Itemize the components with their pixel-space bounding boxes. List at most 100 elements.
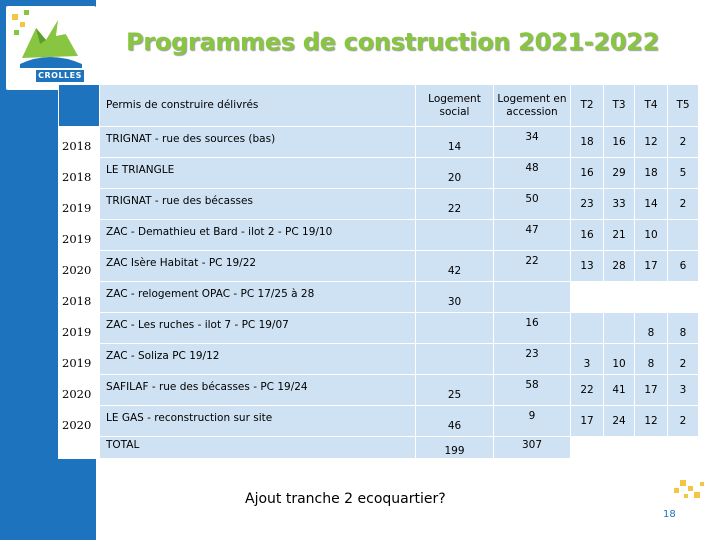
row-accession: 47 bbox=[493, 219, 571, 251]
row-t4: 8 bbox=[634, 343, 668, 375]
row-social: 46 bbox=[415, 405, 494, 437]
total-accession: 307 bbox=[493, 436, 571, 459]
row-year: 2018 bbox=[58, 126, 100, 158]
header-programme: Permis de construire délivrés bbox=[99, 84, 416, 127]
row-accession: 16 bbox=[493, 312, 571, 344]
row-social: 22 bbox=[415, 188, 494, 220]
row-t4: 12 bbox=[634, 126, 668, 158]
row-year: 2018 bbox=[58, 281, 100, 313]
row-t3: 24 bbox=[603, 405, 635, 437]
row-t2: 22 bbox=[570, 374, 604, 406]
row-programme: ZAC - Les ruches - ilot 7 - PC 19/07 bbox=[99, 312, 416, 344]
row-t3 bbox=[603, 281, 635, 313]
table-row: 2020 ZAC Isère Habitat - PC 19/22 42 22 … bbox=[58, 250, 699, 282]
total-social: 199 bbox=[415, 436, 494, 459]
row-t4: 18 bbox=[634, 157, 668, 189]
row-programme: ZAC Isère Habitat - PC 19/22 bbox=[99, 250, 416, 282]
row-accession bbox=[493, 281, 571, 313]
row-year: 2020 bbox=[58, 374, 100, 406]
row-t5: 5 bbox=[667, 157, 699, 189]
row-t5: 8 bbox=[667, 312, 699, 344]
table-row: 2018 TRIGNAT - rue des sources (bas) 14 … bbox=[58, 126, 699, 158]
row-year: 2019 bbox=[58, 312, 100, 344]
row-t4: 8 bbox=[634, 312, 668, 344]
row-t5 bbox=[667, 219, 699, 251]
total-row: TOTAL 199 307 bbox=[58, 436, 699, 459]
row-social bbox=[415, 312, 494, 344]
row-t2: 18 bbox=[570, 126, 604, 158]
table-row: 2019 ZAC - Demathieu et Bard - ilot 2 - … bbox=[58, 219, 699, 251]
header-t2: T2 bbox=[570, 84, 604, 127]
row-social: 14 bbox=[415, 126, 494, 158]
header-t5: T5 bbox=[667, 84, 699, 127]
row-social bbox=[415, 343, 494, 375]
row-social: 25 bbox=[415, 374, 494, 406]
table-header-row: Permis de construire délivrés Logement s… bbox=[58, 84, 699, 127]
construction-table: Permis de construire délivrés Logement s… bbox=[58, 84, 699, 459]
question-note: Ajout tranche 2 ecoquartier? bbox=[245, 491, 446, 507]
crolles-logo: CROLLES bbox=[6, 6, 96, 90]
row-t5: 6 bbox=[667, 250, 699, 282]
row-t5 bbox=[667, 281, 699, 313]
table-row: 2019 ZAC - Soliza PC 19/12 23 3 10 8 2 bbox=[58, 343, 699, 375]
table-row: 2018 LE TRIANGLE 20 48 16 29 18 5 bbox=[58, 157, 699, 189]
row-programme: ZAC - Soliza PC 19/12 bbox=[99, 343, 416, 375]
row-accession: 58 bbox=[493, 374, 571, 406]
row-t2: 13 bbox=[570, 250, 604, 282]
row-t2 bbox=[570, 281, 604, 313]
row-accession: 48 bbox=[493, 157, 571, 189]
row-year: 2019 bbox=[58, 188, 100, 220]
decorative-dots-icon bbox=[674, 480, 704, 498]
header-t3: T3 bbox=[603, 84, 635, 127]
total-empty-cell bbox=[603, 436, 635, 459]
row-accession: 23 bbox=[493, 343, 571, 375]
table-row: 2019 ZAC - Les ruches - ilot 7 - PC 19/0… bbox=[58, 312, 699, 344]
row-programme: TRIGNAT - rue des bécasses bbox=[99, 188, 416, 220]
table-row: 2020 LE GAS - reconstruction sur site 46… bbox=[58, 405, 699, 437]
row-year: 2019 bbox=[58, 343, 100, 375]
total-year-cell bbox=[58, 436, 100, 459]
header-accession: Logement en accession bbox=[493, 84, 571, 127]
row-year: 2019 bbox=[58, 219, 100, 251]
row-t5: 2 bbox=[667, 188, 699, 220]
header-social: Logement social bbox=[415, 84, 494, 127]
page-number: 18 bbox=[663, 509, 676, 520]
total-empty-cell bbox=[634, 436, 668, 459]
row-programme: LE GAS - reconstruction sur site bbox=[99, 405, 416, 437]
row-t4: 12 bbox=[634, 405, 668, 437]
header-t4: T4 bbox=[634, 84, 668, 127]
row-t3: 16 bbox=[603, 126, 635, 158]
row-year: 2018 bbox=[58, 157, 100, 189]
row-t3: 29 bbox=[603, 157, 635, 189]
construction-table-container: Permis de construire délivrés Logement s… bbox=[58, 84, 699, 459]
row-t3: 21 bbox=[603, 219, 635, 251]
row-t5: 2 bbox=[667, 343, 699, 375]
row-accession: 50 bbox=[493, 188, 571, 220]
row-t3 bbox=[603, 312, 635, 344]
row-t5: 2 bbox=[667, 405, 699, 437]
row-t5: 3 bbox=[667, 374, 699, 406]
row-t4: 10 bbox=[634, 219, 668, 251]
row-year: 2020 bbox=[58, 250, 100, 282]
row-t5: 2 bbox=[667, 126, 699, 158]
row-programme: SAFILAF - rue des bécasses - PC 19/24 bbox=[99, 374, 416, 406]
row-social: 20 bbox=[415, 157, 494, 189]
row-t4: 14 bbox=[634, 188, 668, 220]
row-t2: 16 bbox=[570, 157, 604, 189]
table-row: 2019 TRIGNAT - rue des bécasses 22 50 23… bbox=[58, 188, 699, 220]
row-social: 30 bbox=[415, 281, 494, 313]
row-social bbox=[415, 219, 494, 251]
total-label: TOTAL bbox=[99, 436, 416, 459]
table-row: 2020 SAFILAF - rue des bécasses - PC 19/… bbox=[58, 374, 699, 406]
header-year-cell bbox=[58, 84, 100, 127]
row-t4 bbox=[634, 281, 668, 313]
row-t4: 17 bbox=[634, 250, 668, 282]
total-empty-cell bbox=[570, 436, 604, 459]
row-programme: TRIGNAT - rue des sources (bas) bbox=[99, 126, 416, 158]
row-accession: 34 bbox=[493, 126, 571, 158]
row-programme: LE TRIANGLE bbox=[99, 157, 416, 189]
row-programme: ZAC - Demathieu et Bard - ilot 2 - PC 19… bbox=[99, 219, 416, 251]
row-t3: 41 bbox=[603, 374, 635, 406]
row-t3: 10 bbox=[603, 343, 635, 375]
row-accession: 22 bbox=[493, 250, 571, 282]
